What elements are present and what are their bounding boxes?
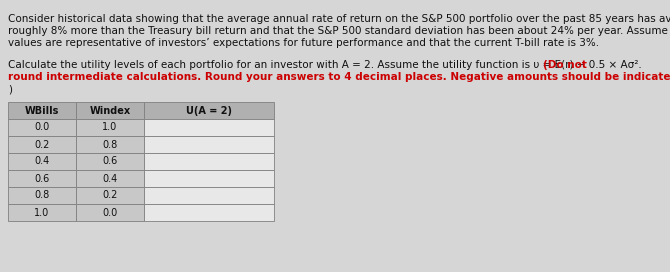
Text: roughly 8% more than the Treasury bill return and that the S&P 500 standard devi: roughly 8% more than the Treasury bill r… <box>8 26 670 36</box>
Text: 0.8: 0.8 <box>34 190 50 200</box>
Bar <box>76 187 144 204</box>
Text: round intermediate calculations. Round your answers to 4 decimal places. Negativ: round intermediate calculations. Round y… <box>8 72 670 82</box>
Text: 0.6: 0.6 <box>103 156 118 166</box>
Bar <box>144 119 274 136</box>
Bar <box>8 153 76 170</box>
Bar <box>144 204 274 221</box>
Text: Windex: Windex <box>89 106 131 116</box>
Bar <box>144 170 274 187</box>
Text: 1.0: 1.0 <box>34 208 50 218</box>
Text: Calculate the utility levels of each portfolio for an investor with A = 2. Assum: Calculate the utility levels of each por… <box>8 60 645 70</box>
Text: 0.6: 0.6 <box>34 174 50 184</box>
Text: U(A = 2): U(A = 2) <box>186 106 232 116</box>
Bar <box>144 187 274 204</box>
Text: values are representative of investors’ expectations for future performance and : values are representative of investors’ … <box>8 38 599 48</box>
Bar <box>8 136 76 153</box>
Text: 0.0: 0.0 <box>103 208 118 218</box>
Bar <box>8 170 76 187</box>
Bar <box>76 170 144 187</box>
Bar <box>8 187 76 204</box>
Bar <box>76 153 144 170</box>
Text: 0.0: 0.0 <box>34 122 50 132</box>
Bar <box>76 136 144 153</box>
Bar <box>144 136 274 153</box>
Text: 0.4: 0.4 <box>34 156 50 166</box>
Bar <box>76 204 144 221</box>
Text: (Do not: (Do not <box>543 60 587 70</box>
Text: 0.2: 0.2 <box>34 140 50 150</box>
Bar <box>76 102 144 119</box>
Text: Consider historical data showing that the average annual rate of return on the S: Consider historical data showing that th… <box>8 14 670 24</box>
Text: 0.4: 0.4 <box>103 174 118 184</box>
Bar <box>8 119 76 136</box>
Text: ): ) <box>8 84 12 94</box>
Text: 0.2: 0.2 <box>103 190 118 200</box>
Bar <box>8 204 76 221</box>
Text: 1.0: 1.0 <box>103 122 118 132</box>
Bar <box>8 102 76 119</box>
Bar <box>144 102 274 119</box>
Text: 0.8: 0.8 <box>103 140 118 150</box>
Bar <box>76 119 144 136</box>
Bar <box>144 153 274 170</box>
Text: WBills: WBills <box>25 106 59 116</box>
